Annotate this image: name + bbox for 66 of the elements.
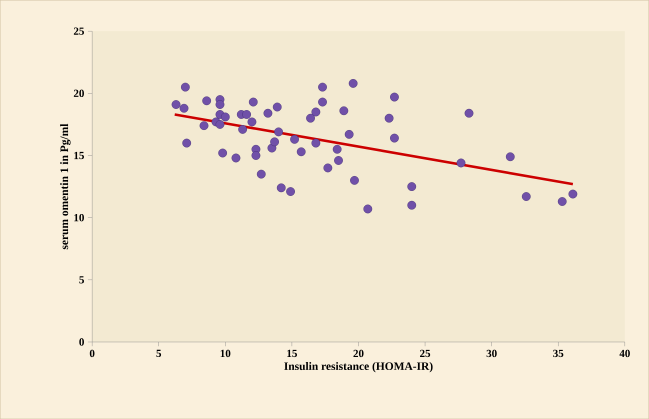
point — [318, 82, 327, 92]
point — [522, 192, 531, 201]
x-tick-label: 40 — [620, 350, 630, 358]
point — [407, 182, 416, 191]
point — [276, 183, 286, 192]
x-axis-title: Insulin resistance (HOMA-IR) — [284, 362, 433, 372]
point — [272, 102, 282, 112]
point — [296, 147, 306, 156]
point — [334, 156, 343, 165]
point — [180, 82, 190, 92]
y-tick-label: 0 — [79, 338, 84, 346]
point — [384, 114, 394, 123]
point — [286, 187, 295, 196]
point — [248, 98, 258, 106]
point — [344, 130, 354, 139]
x-tick-label: 0 — [90, 350, 94, 358]
point — [216, 120, 224, 129]
y-tick-label: 25 — [74, 27, 84, 35]
point — [350, 176, 359, 185]
point — [464, 108, 474, 118]
point — [390, 134, 399, 142]
point — [311, 108, 320, 116]
point — [274, 127, 283, 136]
point — [290, 134, 299, 144]
point — [348, 78, 358, 88]
point — [216, 100, 224, 109]
point — [256, 170, 266, 178]
y-tick-label: 15 — [74, 152, 84, 160]
point — [390, 92, 399, 102]
point — [270, 137, 279, 146]
x-tick-label: 15 — [287, 350, 297, 358]
x-tick-label: 5 — [156, 350, 162, 357]
point — [363, 204, 372, 214]
point — [202, 96, 212, 106]
point — [323, 163, 332, 172]
x-tick-label: 35 — [553, 350, 564, 358]
point — [172, 100, 180, 109]
point — [318, 98, 327, 106]
point — [311, 138, 320, 148]
point — [339, 106, 348, 116]
point — [506, 152, 515, 162]
x-tick-label: 20 — [353, 350, 364, 358]
point — [242, 110, 251, 119]
point — [238, 124, 248, 134]
point — [558, 197, 567, 206]
x-tick-label: 10 — [220, 350, 230, 358]
y-tick-label: 5 — [79, 276, 84, 284]
point — [456, 158, 466, 168]
y-tick-label: 20 — [74, 90, 84, 97]
y-axis-title: serum omentin 1 in Pg/ml — [60, 124, 71, 250]
y-tick-label: 10 — [74, 214, 84, 222]
point — [220, 112, 230, 122]
x-tick-label: 30 — [486, 350, 497, 358]
point — [264, 108, 272, 118]
point — [182, 138, 192, 148]
point — [332, 144, 342, 154]
point — [248, 117, 256, 126]
point — [218, 148, 228, 158]
x-tick-label: 25 — [420, 350, 430, 358]
point — [180, 104, 188, 113]
point — [232, 154, 240, 162]
point — [252, 151, 260, 160]
point — [306, 114, 315, 123]
point — [200, 121, 208, 130]
point — [568, 190, 578, 198]
point — [407, 200, 416, 210]
